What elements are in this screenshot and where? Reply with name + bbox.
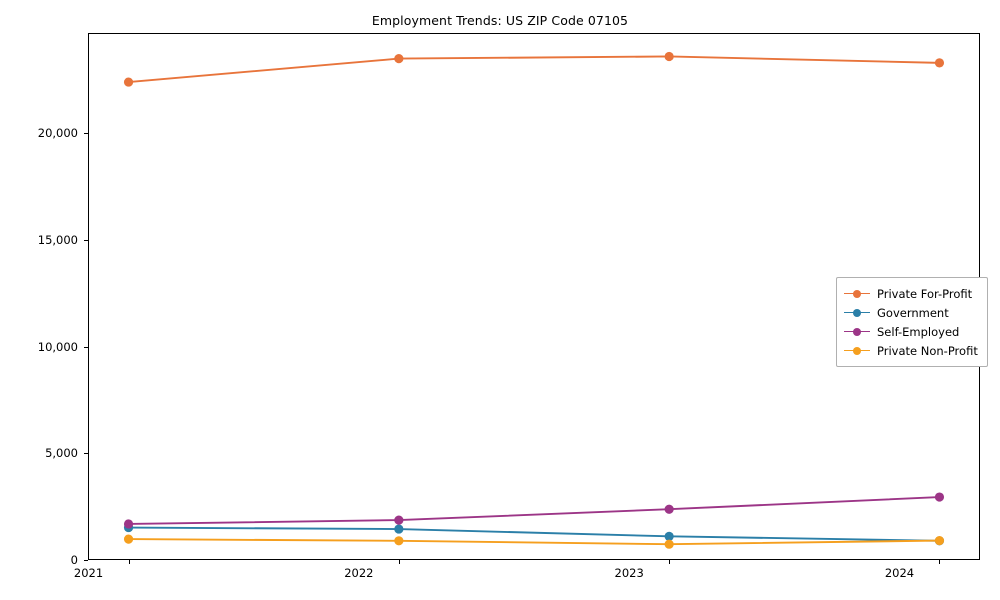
y-axis-tick-label: 5,000 [45,446,78,461]
legend-item[interactable]: Private Non-Profit [844,341,978,360]
legend-item[interactable]: Government [844,303,978,322]
chart-title: Employment Trends: US ZIP Code 07105 [371,13,629,28]
x-axis-tick-label: 2021 [73,566,104,580]
legend-item[interactable]: Self-Employed [844,322,978,341]
y-axis-tick-mark [84,453,88,455]
y-axis-tick-mark [84,346,88,348]
y-axis-tick-mark [84,239,88,241]
x-axis-tick-mark [669,560,671,564]
y-axis-tick-label: 10,000 [37,339,78,354]
legend-swatch-icon [844,307,870,319]
y-axis-tick-label: 15,000 [37,232,78,247]
y-axis-tick-mark [84,560,88,561]
legend-item-label: Self-Employed [877,324,960,339]
y-axis-tick-label: 0 [70,553,78,567]
x-axis-tick-mark [128,560,130,564]
legend-swatch-icon [844,326,870,338]
legend-item-label: Government [877,305,949,320]
legend-item-label: Private Non-Profit [877,343,978,358]
x-axis-tick-mark [398,560,400,564]
chart-legend: Private For-Profit Government Self-Employe… [836,277,988,367]
x-axis-tick-mark [939,560,941,564]
x-axis-tick-label: 2022 [344,566,374,580]
legend-swatch-icon [844,288,870,300]
legend-item[interactable]: Private For-Profit [844,284,978,303]
y-axis-tick-label: 20,000 [37,126,78,141]
x-axis-tick-label: 2023 [614,566,644,580]
y-axis-tick-mark [84,133,88,135]
legend-swatch-icon [844,345,870,357]
legend-item-label: Private For-Profit [877,286,973,301]
x-axis-tick-label: 2024 [884,566,915,580]
